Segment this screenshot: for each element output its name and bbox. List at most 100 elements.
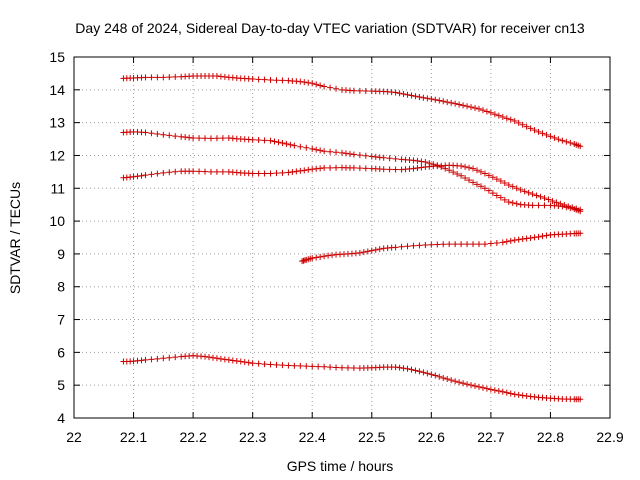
data-point (321, 148, 328, 155)
data-point (273, 170, 280, 177)
data-point (245, 359, 252, 366)
data-point (249, 360, 256, 367)
data-point (507, 116, 514, 123)
data-point (350, 151, 357, 158)
data-point (291, 142, 298, 149)
x-tick-label: 22.9 (596, 429, 623, 445)
data-point (333, 164, 340, 171)
data-point (142, 74, 149, 81)
data-point (493, 239, 500, 246)
data-point (213, 135, 220, 142)
y-tick-label: 7 (57, 312, 65, 328)
data-point (327, 164, 334, 171)
data-point (543, 232, 550, 239)
data-point (499, 114, 506, 121)
data-point (456, 379, 463, 386)
data-point (142, 172, 149, 179)
data-point (503, 238, 510, 245)
data-point (392, 364, 399, 371)
data-point (527, 125, 534, 132)
data-point (491, 387, 498, 394)
data-point (436, 373, 443, 380)
data-point (479, 384, 486, 391)
data-point (297, 78, 304, 85)
data-point (477, 183, 484, 190)
data-point (279, 362, 286, 369)
x-tick-label: 22.3 (239, 429, 266, 445)
data-point (464, 103, 471, 110)
data-point (468, 382, 475, 389)
y-tick-label: 5 (57, 377, 65, 393)
data-point (219, 135, 226, 142)
series-track-1 (120, 73, 584, 150)
data-point (362, 165, 369, 172)
data-point (289, 168, 296, 175)
data-point (450, 169, 457, 176)
data-point (458, 162, 465, 169)
data-point (521, 188, 528, 195)
data-point (207, 135, 214, 142)
data-point (472, 104, 479, 111)
data-point (551, 134, 558, 141)
data-point (368, 247, 375, 254)
data-point (271, 138, 278, 145)
data-point (317, 147, 324, 154)
data-point (249, 75, 256, 82)
data-point (202, 353, 209, 360)
data-point (523, 235, 530, 242)
data-point (483, 385, 490, 392)
data-point (513, 200, 520, 207)
data-point (511, 117, 518, 124)
data-point (422, 242, 429, 249)
data-point (555, 136, 562, 143)
data-point (362, 152, 369, 159)
data-point (267, 137, 274, 144)
data-point (209, 354, 216, 361)
data-point (573, 205, 580, 212)
x-tick-label: 22.2 (179, 429, 206, 445)
data-point (410, 157, 417, 164)
data-point (327, 84, 334, 91)
y-tick-label: 8 (57, 279, 65, 295)
data-point (313, 146, 320, 153)
data-point (577, 206, 584, 213)
data-point (448, 377, 455, 384)
data-point (398, 243, 405, 250)
data-point (321, 253, 328, 260)
data-point (392, 155, 399, 162)
data-point (148, 356, 155, 363)
y-tick-label: 6 (57, 344, 65, 360)
y-tick-label: 9 (57, 246, 65, 262)
data-point (414, 165, 421, 172)
data-point (424, 370, 431, 377)
data-point (414, 157, 421, 164)
data-point (333, 364, 340, 371)
data-point (392, 244, 399, 251)
data-point (432, 372, 439, 379)
data-point (148, 171, 155, 178)
data-point (416, 94, 423, 101)
data-point (291, 362, 298, 369)
data-point (321, 83, 328, 90)
data-point (273, 361, 280, 368)
data-point (543, 131, 550, 138)
data-point (535, 202, 542, 209)
data-point (515, 119, 522, 126)
data-point (205, 354, 212, 361)
data-point (412, 93, 419, 100)
data-point (154, 170, 161, 177)
data-point (567, 139, 574, 146)
data-point (313, 254, 320, 261)
data-point (428, 371, 435, 378)
data-point (166, 169, 173, 176)
data-point (495, 387, 502, 394)
data-point (339, 149, 345, 156)
data-point (255, 360, 262, 367)
x-tick-label: 22 (66, 429, 82, 445)
data-point (303, 144, 310, 151)
data-point (166, 132, 173, 139)
data-point (577, 143, 584, 150)
data-point (329, 252, 336, 259)
data-point (386, 166, 393, 173)
